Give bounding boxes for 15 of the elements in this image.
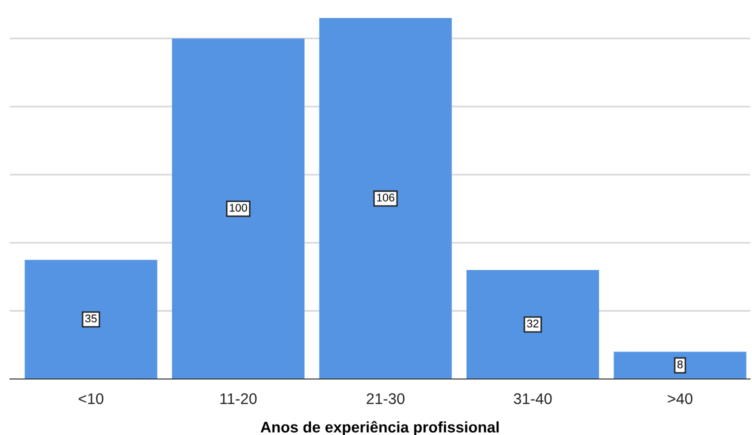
data-label: 35 [85, 314, 97, 322]
bar [319, 18, 452, 379]
x-tick-label: <10 [78, 393, 104, 404]
bar [172, 38, 305, 379]
x-tick-label: >40 [668, 393, 692, 404]
bar [614, 352, 746, 379]
x-tick-label: 11-20 [220, 393, 257, 404]
bar [24, 260, 158, 379]
bar [466, 270, 600, 379]
data-label: 32 [527, 320, 538, 328]
x-tick-label: 21-30 [366, 393, 404, 404]
data-label: 106 [377, 194, 394, 202]
data-label: 8 [677, 360, 683, 368]
x-tick-label: 31-40 [514, 393, 552, 404]
data-label: 100 [230, 204, 248, 212]
